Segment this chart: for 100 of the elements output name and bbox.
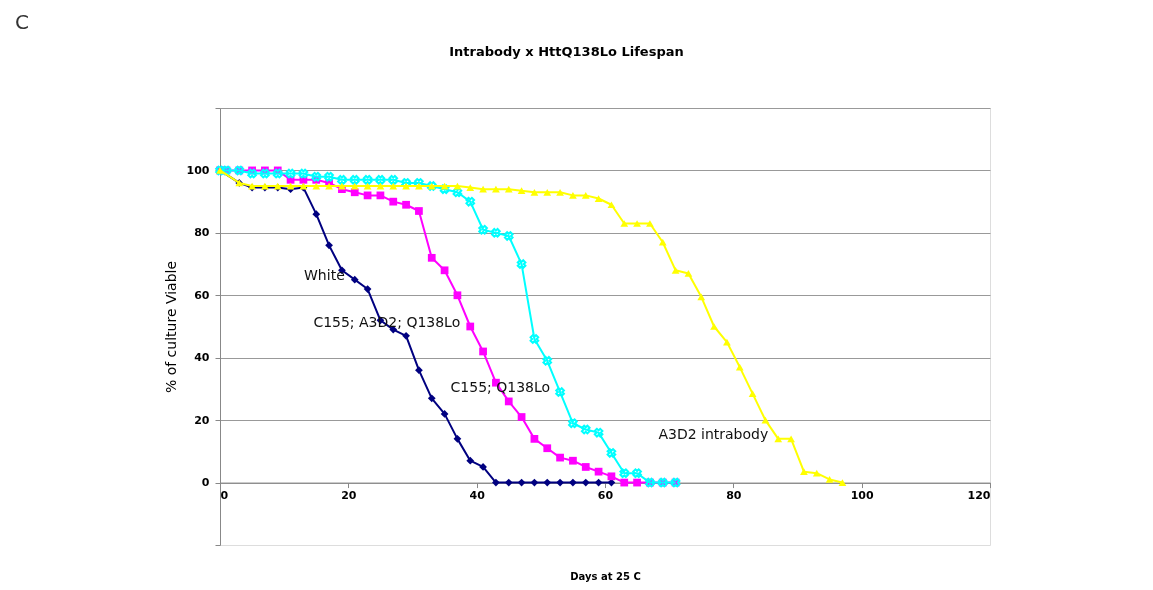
point xyxy=(530,435,539,443)
point xyxy=(260,168,270,179)
point xyxy=(569,456,577,465)
series-label: White xyxy=(304,266,345,283)
x-tick-label: 20 xyxy=(341,489,357,503)
point xyxy=(594,467,603,476)
point xyxy=(492,185,500,193)
point xyxy=(272,168,283,179)
point xyxy=(748,390,757,397)
point xyxy=(491,228,501,238)
point xyxy=(504,397,513,406)
point xyxy=(312,210,321,218)
point xyxy=(414,178,424,188)
point xyxy=(632,468,642,479)
point xyxy=(324,171,334,182)
point xyxy=(620,220,629,227)
point xyxy=(337,174,347,185)
chart-title: Intrabody x HttQ138Lo Lifespan xyxy=(449,44,684,59)
point xyxy=(401,178,411,188)
point xyxy=(415,207,423,215)
point xyxy=(440,266,449,275)
point xyxy=(530,188,539,196)
point xyxy=(556,188,564,196)
y-tick-label: 80 xyxy=(194,226,210,240)
point xyxy=(298,168,309,179)
point xyxy=(581,463,590,471)
point xyxy=(440,410,449,418)
point xyxy=(517,478,526,487)
point xyxy=(556,453,564,462)
point xyxy=(479,463,487,471)
x-tick-label: 0 xyxy=(220,489,229,503)
point xyxy=(569,192,577,199)
point xyxy=(543,478,552,487)
point xyxy=(479,347,487,356)
point xyxy=(620,478,629,487)
point xyxy=(569,478,577,487)
point xyxy=(607,201,616,209)
point xyxy=(517,413,526,421)
point xyxy=(504,185,513,193)
point xyxy=(375,174,386,185)
point xyxy=(633,478,641,487)
point xyxy=(800,468,808,475)
point xyxy=(402,331,410,340)
point xyxy=(517,187,526,195)
point xyxy=(465,196,476,207)
point xyxy=(542,356,553,366)
point xyxy=(633,220,641,227)
point xyxy=(478,224,488,235)
x-tick-label: 100 xyxy=(850,489,874,503)
point xyxy=(389,197,398,206)
point xyxy=(529,334,540,344)
point xyxy=(580,424,591,435)
point xyxy=(362,174,373,185)
point xyxy=(812,469,821,477)
y-axis-title: % of culture Viable xyxy=(162,260,179,394)
point xyxy=(646,220,654,227)
point xyxy=(594,195,603,202)
point xyxy=(606,448,617,458)
point xyxy=(530,478,539,487)
point xyxy=(311,171,322,182)
point xyxy=(543,444,552,453)
point xyxy=(402,200,410,209)
point xyxy=(838,479,847,486)
point xyxy=(349,174,360,185)
point xyxy=(427,394,436,403)
x-axis-title: Days at 25 C xyxy=(570,570,641,582)
point xyxy=(543,188,552,196)
point xyxy=(607,472,616,481)
point xyxy=(697,293,706,301)
point xyxy=(619,468,630,479)
point xyxy=(710,323,718,330)
point xyxy=(555,387,565,397)
point xyxy=(581,192,590,199)
point xyxy=(568,418,578,429)
point xyxy=(479,185,487,193)
point xyxy=(658,238,667,246)
point xyxy=(466,456,475,465)
point xyxy=(516,259,527,269)
point xyxy=(581,478,590,487)
x-tick-label: 40 xyxy=(469,489,486,503)
series-label: A3D2 intrabody xyxy=(658,425,769,442)
point xyxy=(415,366,423,375)
text: C xyxy=(15,10,29,34)
point xyxy=(825,476,834,483)
point xyxy=(504,478,513,487)
point xyxy=(247,168,257,179)
point xyxy=(388,174,399,185)
point xyxy=(594,478,603,487)
point xyxy=(492,478,500,487)
y-tick-label: 100 xyxy=(186,163,210,177)
point xyxy=(466,184,475,191)
point xyxy=(285,168,296,179)
point xyxy=(593,427,604,438)
point xyxy=(787,435,795,443)
point xyxy=(439,184,450,194)
point xyxy=(452,187,463,198)
point xyxy=(466,322,475,331)
y-tick-label: 60 xyxy=(194,288,210,302)
point xyxy=(325,241,333,250)
point xyxy=(684,270,693,277)
